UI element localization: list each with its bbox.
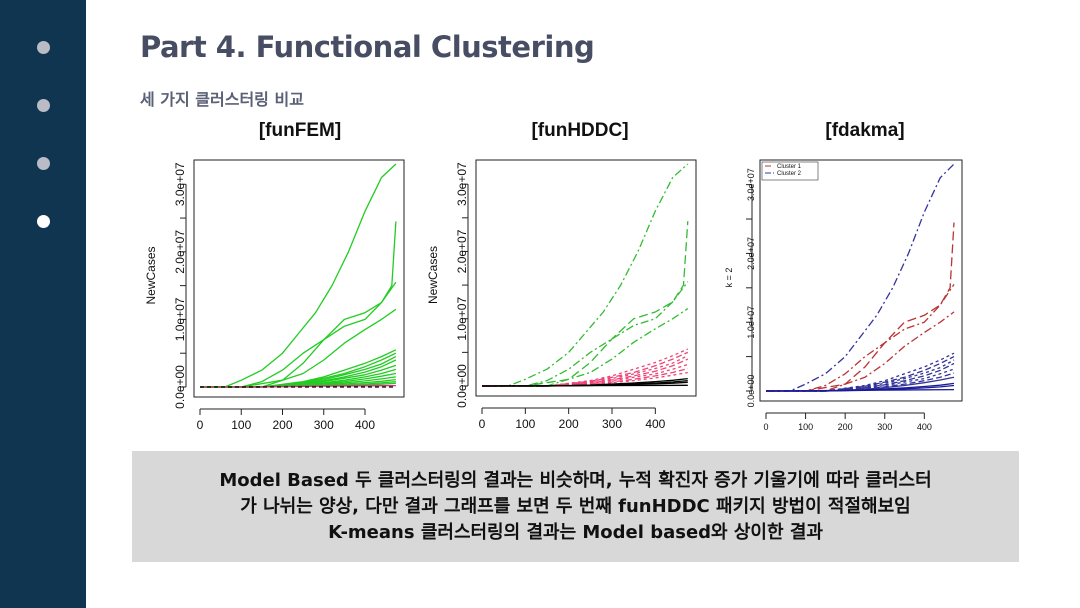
series-line-2 <box>766 222 955 392</box>
sidebar <box>0 0 86 608</box>
y-tick-label: 2.0e+07 <box>173 230 187 274</box>
y-axis-label: NewCases <box>426 246 440 304</box>
summary-line-2: 가 나뉘는 양상, 다만 결과 그래프를 보면 두 번째 funHDDC 패키지… <box>240 495 911 517</box>
series-line-16 <box>199 384 396 388</box>
series-line-14 <box>765 388 955 392</box>
y-tick-label: 0.0e+00 <box>455 364 469 408</box>
plot-frame <box>759 159 963 402</box>
series-line-4 <box>482 308 689 387</box>
x-tick-label: 300 <box>877 422 892 432</box>
x-tick-label: 200 <box>272 418 292 432</box>
y-tick-label: 1.0e+07 <box>746 306 756 339</box>
x-tick-label: 400 <box>355 418 375 432</box>
chart-funhddc: 0.0e+00 1.0e+07 2.0e+07 3.0e+07 0 100 200 300 40… <box>426 159 697 431</box>
x-tick-label: 100 <box>515 417 535 431</box>
slide-nav-dot-1[interactable] <box>37 41 50 54</box>
page-title: Part 4. Functional Clustering <box>140 30 595 64</box>
legend-box <box>761 161 819 181</box>
slide-nav-dot-3[interactable] <box>37 157 50 170</box>
x-tick-label: 100 <box>231 418 251 432</box>
summary-line-1: Model Based 두 클러스터링의 결과는 비슷하며, 누적 확진자 증가… <box>219 469 932 491</box>
series-line-3 <box>482 281 689 387</box>
y-axis-label: k = 2 <box>724 268 734 288</box>
series-line-1 <box>482 163 689 387</box>
y-axis-label: NewCases <box>144 246 158 304</box>
y-tick-label: 3.0e+07 <box>746 168 756 201</box>
chart-fdakma: 0.0e+00 1.0e+07 2.0e+07 3.0e+07 0 100 200 300 40… <box>724 159 963 432</box>
series-line-1 <box>766 163 955 392</box>
series-line-3 <box>766 284 955 392</box>
x-tick-label: 200 <box>838 422 853 432</box>
series-line-3 <box>200 281 397 388</box>
slide-nav-dot-2[interactable] <box>37 99 50 112</box>
series-line-2 <box>482 221 689 387</box>
x-tick-label: 400 <box>645 417 665 431</box>
legend-label: Cluster 2 <box>777 171 802 177</box>
x-tick-label: 200 <box>559 417 579 431</box>
series-line-1 <box>200 163 397 388</box>
x-tick-label: 300 <box>314 418 334 432</box>
summary-box: Model Based 두 클러스터링의 결과는 비슷하며, 누적 확진자 증가… <box>132 451 1019 562</box>
y-tick-label: 1.0e+07 <box>455 297 469 341</box>
y-tick-label: 0.0e+00 <box>746 375 756 408</box>
series-line-2 <box>200 221 397 388</box>
y-tick-label: 2.0e+07 <box>746 237 756 270</box>
y-tick-label: 0.0e+00 <box>173 365 187 409</box>
x-tick-label: 300 <box>602 417 622 431</box>
x-tick-label: 0 <box>197 418 204 432</box>
series-line-4 <box>766 311 955 392</box>
x-tick-label: 400 <box>917 422 932 432</box>
y-tick-label: 3.0e+07 <box>455 162 469 206</box>
y-tick-label: 2.0e+07 <box>455 229 469 273</box>
series-line-4 <box>200 308 397 388</box>
summary-line-3: K-means 클러스터링의 결과는 Model based와 상이한 결과 <box>328 521 823 543</box>
x-tick-label: 0 <box>479 417 486 431</box>
chart-title-funfem: [funFEM] <box>258 120 342 141</box>
x-tick-label: 0 <box>763 422 768 432</box>
plot-frame <box>193 159 405 398</box>
plot-frame <box>475 159 697 397</box>
x-tick-label: 100 <box>798 422 813 432</box>
chart-title-funhddc: [funHDDC] <box>531 120 629 141</box>
page-subtitle: 세 가지 클러스터링 비교 <box>140 90 304 109</box>
y-tick-label: 1.0e+07 <box>173 297 187 341</box>
slide-nav-dot-4-active[interactable] <box>37 215 50 228</box>
legend-label: Cluster 1 <box>777 164 802 170</box>
chart-funfem: 0.0e+00 1.0e+07 2.0e+07 3.0e+07 0 100 200 300 40… <box>144 159 405 432</box>
series-line-15 <box>481 384 688 387</box>
y-tick-label: 3.0e+07 <box>173 162 187 206</box>
chart-title-fdakma: [fdakma] <box>825 120 905 141</box>
